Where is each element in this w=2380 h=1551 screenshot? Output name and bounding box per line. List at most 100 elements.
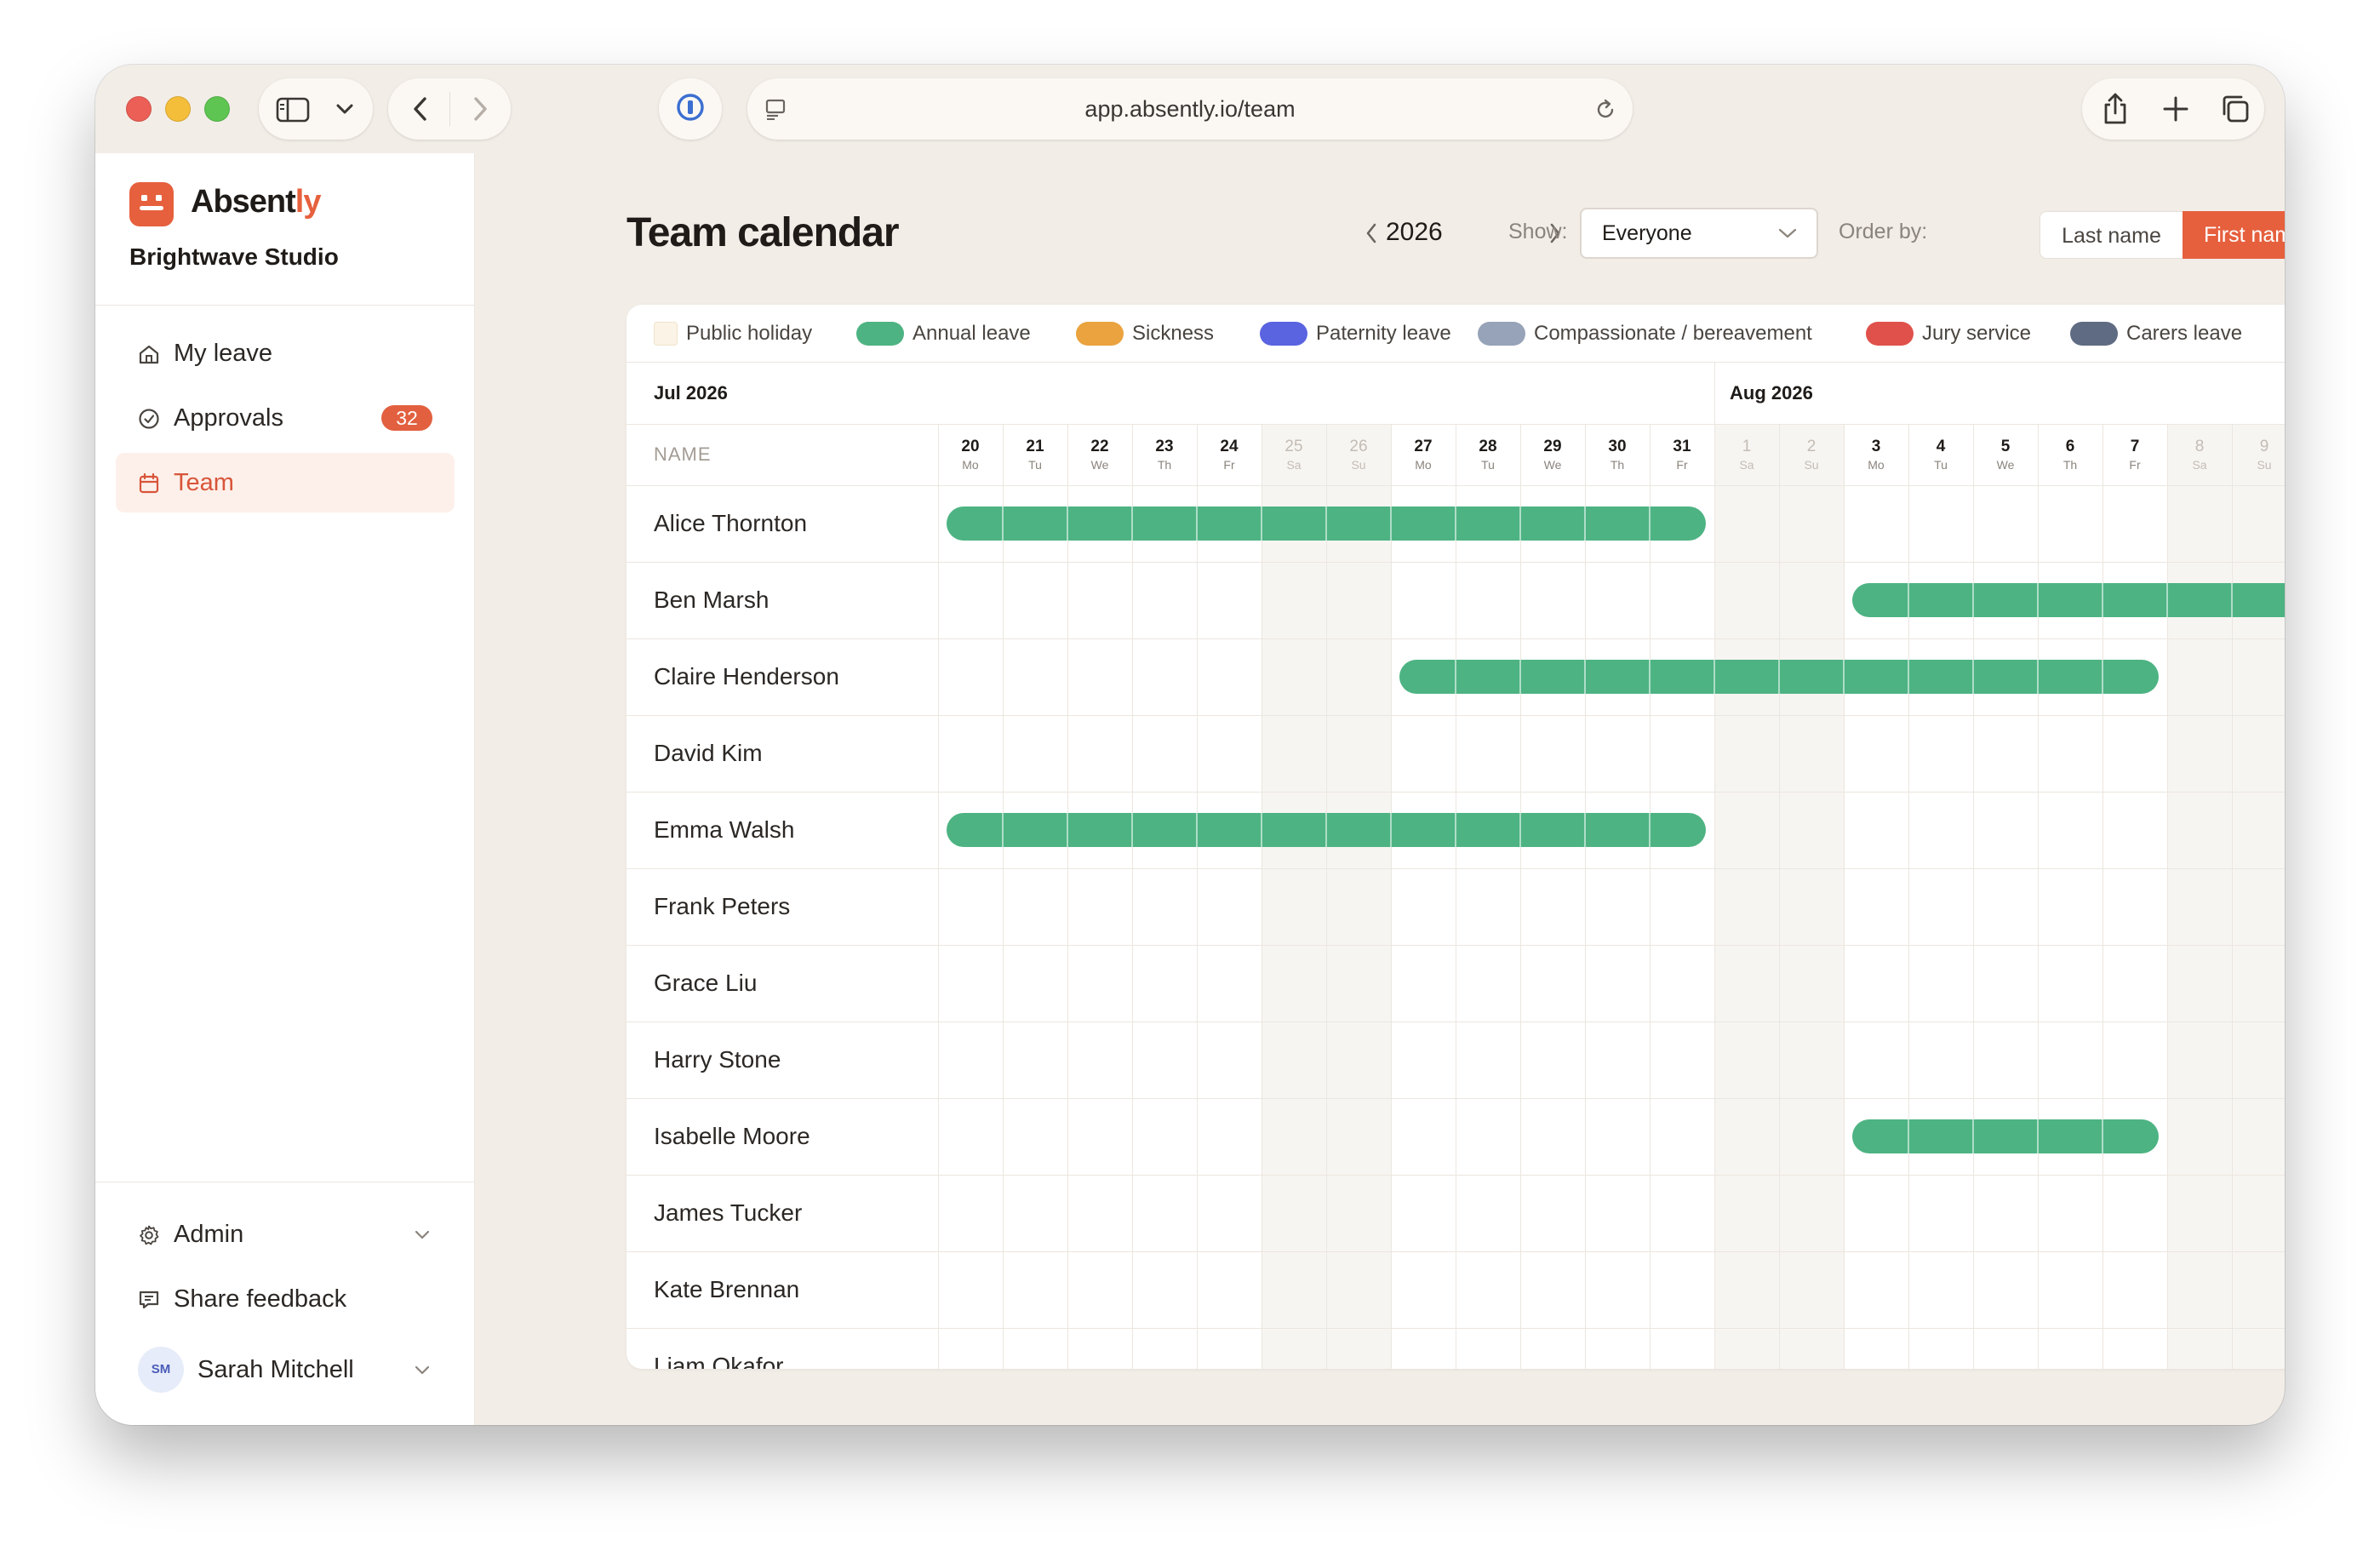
weekday-label: Mo: [1415, 458, 1432, 472]
day-header: 21 Tu: [1003, 424, 1067, 485]
leave-day-divider: [2037, 660, 2039, 694]
leave-day-divider: [2166, 583, 2168, 617]
grid-line: [1714, 363, 1715, 1369]
day-number: 8: [2194, 438, 2205, 455]
day-number: 4: [1936, 438, 1946, 455]
legend-item: Sickness: [1076, 305, 1214, 363]
team-calendar-card: Public holiday Annual leave Sickness Patern…: [626, 305, 2285, 1369]
chevron-down-icon[interactable]: [335, 100, 354, 122]
password-manager-button[interactable]: [659, 78, 722, 140]
order-last-name-button[interactable]: Last name: [2040, 211, 2183, 259]
leave-day-divider: [1584, 660, 1586, 694]
day-header: 23 Th: [1132, 424, 1197, 485]
leave-day-divider: [1325, 813, 1327, 847]
legend-label: Jury service: [1922, 322, 2032, 345]
weekday-label: Th: [1610, 458, 1625, 472]
leave-day-divider: [1713, 660, 1715, 694]
sidebar-item-label: Share feedback: [174, 1285, 347, 1313]
leave-bar[interactable]: [1852, 1119, 2159, 1153]
leave-bar[interactable]: [1399, 660, 2159, 694]
legend-item: Annual leave: [856, 305, 1031, 363]
day-number: 26: [1349, 438, 1368, 455]
day-number: 5: [2000, 438, 2011, 455]
day-number: 29: [1543, 438, 1562, 455]
leave-day-divider: [1067, 813, 1068, 847]
sidebar-item-team[interactable]: Team: [116, 453, 455, 512]
grid-line: [1132, 424, 1133, 1369]
day-header: 26 Su: [1326, 424, 1391, 485]
sidebar-toggle-icon[interactable]: [276, 97, 310, 127]
weekday-label: Fr: [1676, 458, 1688, 472]
leave-day-divider: [1325, 507, 1327, 541]
show-filter-select[interactable]: Everyone: [1580, 208, 1818, 259]
order-first-name-button[interactable]: First name: [2183, 211, 2285, 259]
minimize-window-button[interactable]: [165, 96, 191, 122]
leave-bar[interactable]: [947, 813, 1706, 847]
new-tab-plus-icon[interactable]: [2162, 95, 2189, 127]
leave-bar[interactable]: [1852, 583, 2285, 617]
chevron-down-icon: [1777, 225, 1798, 246]
address-bar[interactable]: app.absently.io/team: [747, 78, 1633, 140]
sidebar-item-label: Team: [174, 468, 234, 496]
legend-item: Jury service: [1866, 305, 2031, 363]
grid-line: [1908, 424, 1909, 1369]
share-icon[interactable]: [2101, 92, 2130, 130]
sidebar-item-share-feedback[interactable]: Share feedback: [116, 1269, 455, 1329]
leave-day-divider: [1390, 813, 1392, 847]
avatar: SM: [138, 1347, 184, 1393]
next-year-icon[interactable]: [1548, 221, 1563, 249]
maximize-window-button[interactable]: [204, 96, 230, 122]
weekday-label: Th: [1157, 458, 1172, 472]
day-header: 25 Sa: [1262, 424, 1326, 485]
weekend-column: [2232, 424, 2285, 1369]
day-header: 2 Su: [1779, 424, 1844, 485]
user-menu[interactable]: SM Sarah Mitchell: [116, 1336, 455, 1403]
grid-line: [2038, 424, 2039, 1369]
day-number: 31: [1673, 438, 1691, 455]
person-name: Grace Liu: [654, 970, 758, 996]
sidebar-item-admin[interactable]: Admin: [116, 1205, 455, 1264]
grid-line: [2167, 424, 2168, 1369]
person-name: Liam Okafor: [654, 1353, 784, 1369]
month-label: Jul 2026: [654, 382, 728, 403]
page-title: Team calendar: [626, 210, 900, 255]
legend-item: Carers leave: [2070, 305, 2242, 363]
leave-day-divider: [1131, 507, 1133, 541]
leave-day-divider: [1390, 507, 1392, 541]
grid-line: [1779, 424, 1780, 1369]
day-number: 28: [1479, 438, 1497, 455]
forward-arrow-icon[interactable]: [470, 95, 490, 127]
close-window-button[interactable]: [126, 96, 152, 122]
sidebar-item-my-leave[interactable]: My leave: [116, 323, 455, 383]
tab-overview-icon[interactable]: [2220, 94, 2251, 129]
previous-year-icon[interactable]: [1364, 221, 1379, 249]
leave-day-divider: [1908, 1119, 1909, 1153]
leave-day-divider: [1584, 813, 1586, 847]
legend-swatch: [2070, 322, 2118, 346]
day-number: 2: [1806, 438, 1816, 455]
legend-swatch: [1478, 322, 1525, 346]
legend-label: Carers leave: [2126, 322, 2243, 345]
divider: [449, 92, 450, 126]
grid-line: [2232, 424, 2233, 1369]
leave-day-divider: [1002, 507, 1004, 541]
leave-day-divider: [2231, 583, 2233, 617]
month-label: Aug 2026: [1730, 382, 1813, 403]
legend-label: Public holiday: [686, 322, 813, 345]
absently-logo-icon: [129, 182, 174, 226]
divider: [95, 305, 475, 306]
leave-day-divider: [1519, 660, 1521, 694]
leave-bar[interactable]: [947, 507, 1706, 541]
person-name: Harry Stone: [654, 1046, 781, 1073]
legend-swatch: [1076, 322, 1124, 346]
chevron-down-icon: [414, 1226, 431, 1243]
reload-icon[interactable]: [1593, 98, 1617, 126]
legend-swatch: [856, 322, 904, 346]
day-header: 20 Mo: [938, 424, 1003, 485]
back-arrow-icon[interactable]: [410, 95, 431, 127]
home-icon: [138, 343, 160, 365]
leave-day-divider: [1455, 660, 1456, 694]
weekday-label: We: [1543, 458, 1562, 472]
sidebar-item-approvals[interactable]: Approvals 32: [116, 388, 455, 448]
grid-line: [1520, 424, 1521, 1369]
